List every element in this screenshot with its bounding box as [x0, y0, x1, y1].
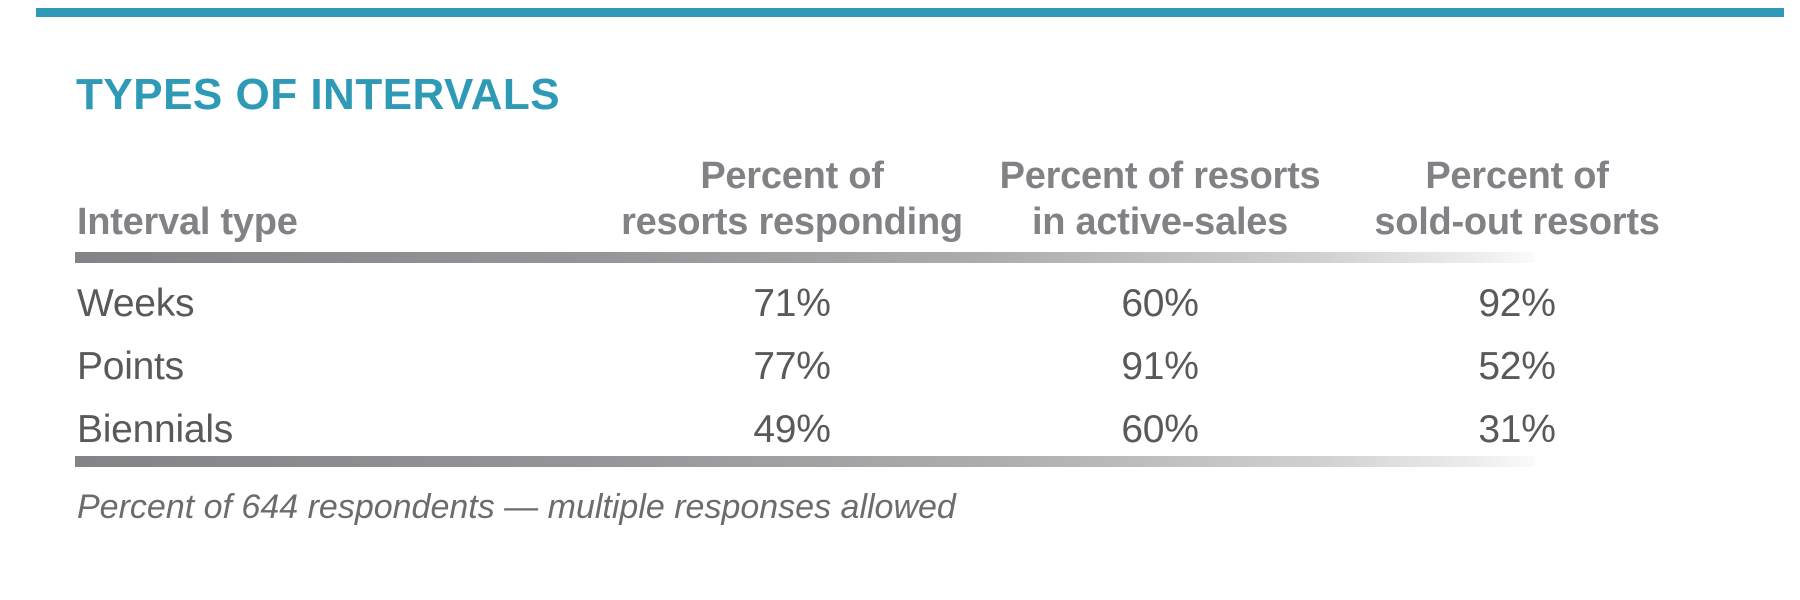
column-header-sold-out: Percent of sold-out resorts — [1317, 153, 1717, 245]
cell-biennials-responding: 49% — [753, 408, 831, 451]
row-label-weeks: Weeks — [77, 282, 195, 325]
column-header-active-sales: Percent of resorts in active-sales — [960, 153, 1360, 245]
cell-weeks-responding: 71% — [753, 282, 831, 325]
cell-biennials-active-sales: 60% — [1121, 408, 1199, 451]
column-header-line1: Percent of — [1425, 155, 1609, 197]
table-footnote: Percent of 644 respondents — multiple re… — [77, 488, 956, 526]
figure-title: TYPES OF INTERVALS — [76, 70, 561, 119]
cell-weeks-active-sales: 60% — [1121, 282, 1199, 325]
cell-weeks-sold-out: 92% — [1478, 282, 1556, 325]
row-label-points: Points — [77, 345, 184, 388]
column-header-line1: Percent of resorts — [999, 155, 1321, 197]
column-header-line2: in active-sales — [1031, 201, 1289, 243]
column-header-line2: resorts responding — [621, 201, 963, 243]
header-divider-rule — [75, 252, 1535, 263]
footer-divider-rule — [75, 456, 1535, 467]
top-accent-rule — [36, 8, 1784, 17]
row-label-biennials: Biennials — [77, 408, 234, 451]
column-header-resorts-responding: Percent of resorts responding — [592, 153, 992, 245]
cell-points-responding: 77% — [753, 345, 831, 388]
column-header-interval-type: Interval type — [77, 201, 298, 243]
cell-points-sold-out: 52% — [1478, 345, 1556, 388]
column-header-line1: Percent of — [700, 155, 884, 197]
cell-points-active-sales: 91% — [1121, 345, 1199, 388]
column-header-line2: sold-out resorts — [1374, 201, 1660, 243]
cell-biennials-sold-out: 31% — [1478, 408, 1556, 451]
